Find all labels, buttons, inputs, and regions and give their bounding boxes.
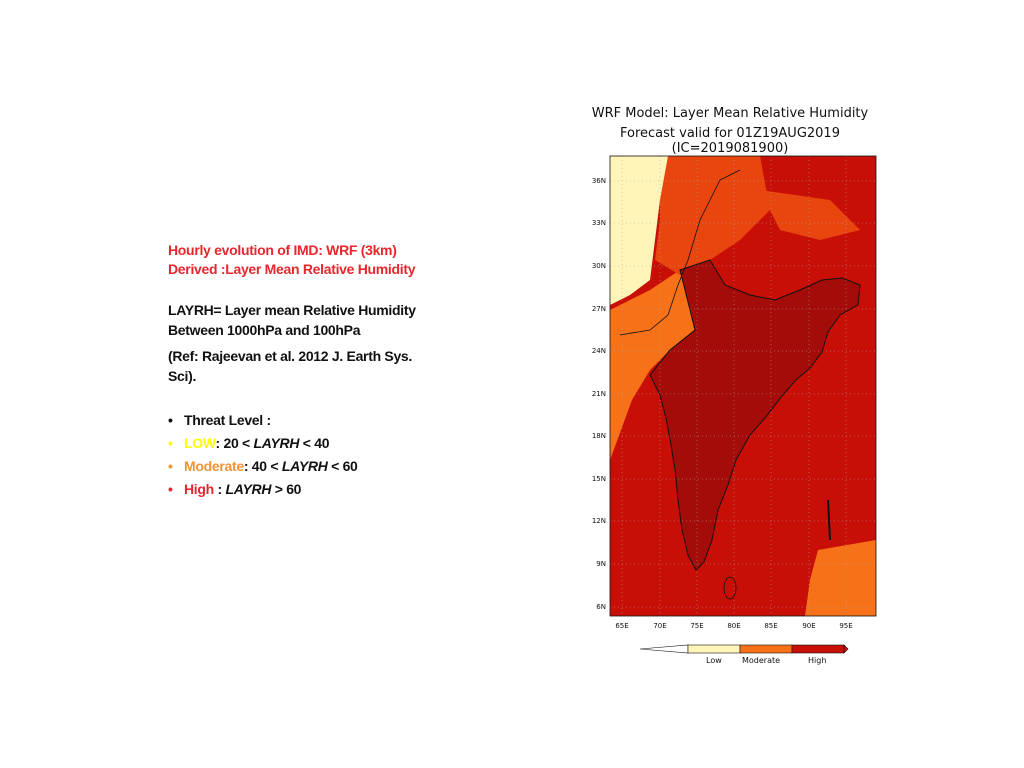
bullet-icon: • [168,481,173,497]
heading-line-2: Derived :Layer Mean Relative Humidity [168,261,416,277]
lat-label: 30N [592,262,606,270]
definition-line-1: LAYRH= Layer mean Relative Humidity [168,302,416,318]
color-legend: Low Moderate High [639,644,849,665]
reference-line-1: (Ref: Rajeevan et al. 2012 J. Earth Sys. [168,348,413,364]
sri-lanka-outline [723,576,737,600]
moderate-humidity-area [610,270,695,460]
lat-label: 33N [592,219,606,227]
legend-arrow-right [843,644,849,654]
low-humidity-area [610,156,668,305]
bullet-icon: • [168,435,173,451]
moderate-humidity-area [655,156,770,275]
andaman-islands [827,499,831,541]
map-fill [610,156,876,616]
legend-low-swatch [687,644,741,654]
lat-label: 18N [592,432,606,440]
india-landmass [650,260,860,570]
legend-high-swatch [791,644,845,654]
threat-title: • Threat Level : [168,409,468,432]
map-title-line-1: WRF Model: Layer Mean Relative Humidity [591,106,869,121]
threat-level-list: • Threat Level : • LOW: 20 < LAYRH < 40 • M… [168,409,468,501]
bullet-icon: • [168,412,173,428]
reference-line-2: Sci). [168,368,197,384]
legend-label-low: Low [706,656,722,665]
humidity-map-figure: WRF Model: Layer Mean Relative Humidity … [560,100,900,680]
map-gridlines [610,156,876,616]
lat-label: 24N [592,347,606,355]
lon-label: 65E [615,622,628,630]
bullet-icon: • [168,458,173,474]
lon-label: 70E [653,622,666,630]
lon-label: 95E [839,622,852,630]
lat-label: 6N [596,603,606,611]
western-boundary [619,169,741,336]
legend-label-high: High [808,656,826,665]
map-frame [609,155,877,617]
definition-line-2: Between 1000hPa and 100hPa [168,322,361,338]
lat-label: 27N [592,305,606,313]
longitude-labels: 65E 70E 75E 80E 85E 90E 95E [615,622,852,630]
level-moderate: • Moderate: 40 < LAYRH < 60 [168,455,468,478]
legend-moderate-swatch [739,644,793,654]
level-high: • High : LAYRH > 60 [168,478,468,501]
lat-label: 9N [596,560,606,568]
moderate-humidity-area [805,540,876,616]
map-title-line-2: Forecast valid for 01Z19AUG2019 (IC=2019… [620,126,840,156]
humidity-map: 36N 33N 30N 27N 24N 21N 18N 15N 12N 9N 6… [592,155,877,665]
moderate-humidity-area [760,190,860,240]
lat-label: 12N [592,517,606,525]
lon-label: 80E [727,622,740,630]
lon-label: 90E [802,622,815,630]
lat-label: 21N [592,390,606,398]
legend-label-moderate: Moderate [742,656,780,665]
lon-label: 75E [690,622,703,630]
description-panel: Hourly evolution of IMD: WRF (3km) Deriv… [168,241,468,501]
level-low: • LOW: 20 < LAYRH < 40 [168,432,468,455]
lat-label: 36N [592,177,606,185]
country-boundary [649,259,861,571]
legend-arrow-left [639,644,689,654]
heading-line-1: Hourly evolution of IMD: WRF (3km) [168,242,397,258]
lat-label: 15N [592,475,606,483]
lon-label: 85E [764,622,777,630]
latitude-labels: 36N 33N 30N 27N 24N 21N 18N 15N 12N 9N 6… [592,177,606,611]
